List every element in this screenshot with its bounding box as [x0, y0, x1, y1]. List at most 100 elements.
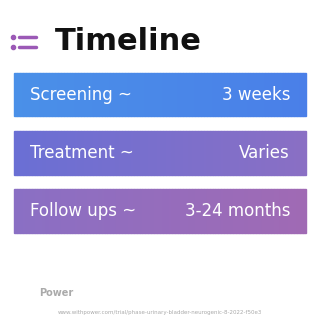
Bar: [291, 189, 294, 233]
Bar: [256, 131, 259, 175]
Bar: [99, 131, 102, 175]
Bar: [201, 73, 204, 116]
Bar: [207, 189, 210, 233]
Bar: [84, 73, 87, 116]
Bar: [134, 131, 137, 175]
Bar: [280, 131, 283, 175]
Bar: [227, 189, 230, 233]
Bar: [253, 189, 256, 233]
Bar: [116, 189, 119, 233]
Bar: [96, 73, 99, 116]
Bar: [17, 131, 20, 175]
Bar: [271, 131, 274, 175]
Bar: [110, 131, 113, 175]
Bar: [131, 73, 134, 116]
Bar: [105, 189, 108, 233]
Bar: [210, 73, 212, 116]
Bar: [102, 131, 105, 175]
Bar: [259, 73, 262, 116]
Bar: [32, 131, 35, 175]
Bar: [102, 189, 105, 233]
Bar: [169, 189, 172, 233]
Bar: [195, 73, 198, 116]
Bar: [303, 189, 306, 233]
Bar: [148, 73, 151, 116]
Bar: [29, 189, 32, 233]
Bar: [110, 189, 113, 233]
Bar: [274, 131, 277, 175]
Bar: [87, 73, 90, 116]
Bar: [172, 131, 175, 175]
Bar: [239, 189, 242, 233]
Bar: [46, 131, 49, 175]
Bar: [303, 131, 306, 175]
Bar: [96, 189, 99, 233]
Bar: [297, 73, 300, 116]
Bar: [40, 73, 43, 116]
Bar: [183, 131, 186, 175]
Bar: [105, 131, 108, 175]
Bar: [285, 73, 288, 116]
Bar: [76, 131, 78, 175]
Bar: [14, 73, 17, 116]
Bar: [274, 189, 277, 233]
Bar: [192, 131, 195, 175]
Bar: [58, 131, 61, 175]
Bar: [251, 73, 253, 116]
Bar: [201, 189, 204, 233]
Bar: [280, 73, 283, 116]
Bar: [119, 189, 122, 233]
Bar: [122, 73, 125, 116]
Bar: [52, 189, 55, 233]
Bar: [210, 131, 212, 175]
Bar: [61, 73, 64, 116]
Bar: [32, 73, 35, 116]
Bar: [67, 131, 69, 175]
Bar: [189, 189, 192, 233]
Bar: [248, 189, 251, 233]
Bar: [151, 189, 154, 233]
Bar: [224, 131, 227, 175]
Bar: [178, 73, 180, 116]
Bar: [140, 73, 142, 116]
Bar: [251, 189, 253, 233]
Bar: [233, 131, 236, 175]
Bar: [43, 131, 46, 175]
Bar: [300, 131, 303, 175]
Bar: [78, 73, 81, 116]
Bar: [277, 73, 280, 116]
Bar: [122, 189, 125, 233]
Bar: [108, 189, 110, 233]
Bar: [134, 189, 137, 233]
Text: Screening ~: Screening ~: [30, 86, 132, 104]
Bar: [204, 131, 207, 175]
Bar: [145, 73, 148, 116]
Text: Varies: Varies: [239, 144, 290, 162]
Bar: [280, 189, 283, 233]
Bar: [102, 73, 105, 116]
Bar: [35, 73, 37, 116]
Bar: [140, 131, 142, 175]
Bar: [201, 131, 204, 175]
Bar: [172, 189, 175, 233]
Text: 3 weeks: 3 weeks: [221, 86, 290, 104]
Bar: [294, 189, 297, 233]
Bar: [37, 73, 40, 116]
Bar: [268, 131, 271, 175]
Bar: [26, 189, 29, 233]
Bar: [253, 73, 256, 116]
Bar: [288, 189, 291, 233]
Bar: [285, 189, 288, 233]
Bar: [20, 73, 23, 116]
Bar: [67, 73, 69, 116]
Bar: [218, 131, 221, 175]
Bar: [125, 73, 128, 116]
Bar: [43, 189, 46, 233]
Text: Timeline: Timeline: [55, 27, 202, 57]
Bar: [52, 131, 55, 175]
Bar: [265, 131, 268, 175]
Bar: [297, 189, 300, 233]
Bar: [23, 73, 26, 116]
Bar: [29, 131, 32, 175]
Bar: [64, 73, 67, 116]
